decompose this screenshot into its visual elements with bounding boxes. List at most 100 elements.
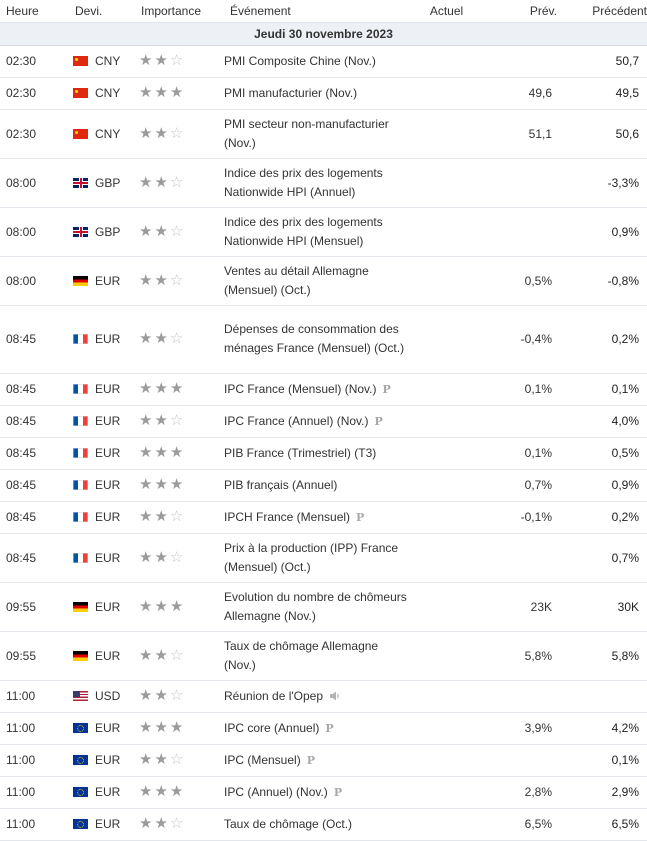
preliminary-icon[interactable]: P — [356, 510, 365, 524]
event-forecast: 51,1 — [471, 109, 557, 159]
event-name-cell[interactable]: IPC (Mensuel) P — [224, 744, 416, 777]
flag-eu-icon — [73, 787, 88, 797]
header-actuel[interactable]: Actuel — [416, 0, 471, 23]
table-row[interactable]: 08:45 EUR ★ ★ ★ PIB France (Trimestriel) (… — [0, 437, 647, 470]
event-name-cell[interactable]: Taux de chômage Allemagne (Nov.) — [224, 631, 416, 681]
star-filled-icon: ★ — [154, 548, 168, 566]
event-name[interactable]: Dépenses de consommation des ménages Fra… — [224, 322, 405, 355]
event-name-cell[interactable]: Taux de chômage (Oct.) — [224, 808, 416, 841]
event-name[interactable]: Evolution du nombre de chômeurs Allemagn… — [224, 589, 407, 623]
preliminary-icon[interactable]: P — [382, 382, 391, 396]
event-name[interactable]: PMI manufacturier (Nov.) — [224, 85, 358, 100]
event-previous: 0,2% — [557, 305, 647, 374]
event-name[interactable]: PIB France (Trimestriel) (T3) — [224, 445, 377, 460]
header-evenement[interactable]: Événement — [224, 0, 416, 23]
flag-gb-icon — [73, 226, 88, 237]
table-row[interactable]: 02:30 CNY ★ ★ ☆ PMI Composite Chine (Nov.)… — [0, 45, 647, 78]
event-name[interactable]: Réunion de l'Opep — [224, 688, 324, 703]
preliminary-icon[interactable]: P — [333, 785, 343, 799]
header-importance[interactable]: Importance — [135, 0, 224, 23]
event-name-cell[interactable]: IPC (Annuel) (Nov.) P — [224, 776, 416, 809]
event-name[interactable]: PIB français (Annuel) — [224, 477, 338, 492]
table-row[interactable]: 02:30 CNY ★ ★ ☆ PMI secteur non-manufactur… — [0, 109, 647, 159]
event-name-cell[interactable]: Prix à la production (IPP) France (Mensu… — [224, 533, 416, 583]
event-name-cell[interactable]: Ventes au détail Allemagne (Mensuel) (Oc… — [224, 256, 416, 306]
event-name-cell[interactable]: Dépenses de consommation des ménages Fra… — [224, 305, 416, 374]
table-row[interactable]: 11:00 EUR ★ ★ ★ IPC core (Annuel) P 3,9% 4,… — [0, 712, 647, 745]
event-name[interactable]: Prix à la production (IPP) France (Mensu… — [224, 540, 399, 574]
event-name[interactable]: PMI secteur non-manufacturier (Nov.) — [224, 116, 389, 150]
preliminary-icon[interactable]: P — [374, 414, 383, 428]
table-row[interactable]: 08:45 EUR ★ ★ ☆ IPCH France (Mensuel) P -0,… — [0, 501, 647, 534]
event-name[interactable]: IPC core (Annuel) — [224, 720, 320, 735]
preliminary-icon[interactable]: P — [325, 721, 334, 735]
event-name-cell[interactable]: IPCH France (Mensuel) P — [224, 501, 416, 534]
flag-fr-icon — [73, 448, 88, 458]
event-name-cell[interactable]: Indice des prix des logements Nationwide… — [224, 158, 416, 208]
event-name[interactable]: Indice des prix des logements Nationwide… — [224, 165, 383, 199]
star-empty-icon: ☆ — [169, 52, 184, 69]
header-prev[interactable]: Prév. — [471, 0, 557, 23]
event-name-cell[interactable]: IPC France (Mensuel) (Nov.) P — [224, 373, 416, 406]
table-row[interactable]: 11:00 EUR ★ ★ ☆ IPC (Mensuel) P 0,1% — [0, 744, 647, 777]
event-name-cell[interactable]: PMI Composite Chine (Nov.) — [224, 45, 416, 78]
event-name-cell[interactable]: PMI secteur non-manufacturier (Nov.) — [224, 109, 416, 159]
event-currency: EUR — [95, 599, 121, 614]
event-name-cell[interactable]: Réunion de l'Opep — [224, 680, 416, 713]
event-name-cell[interactable]: Evolution du nombre de chômeurs Allemagn… — [224, 582, 416, 632]
event-name-cell[interactable]: PIB France (Trimestriel) (T3) — [224, 437, 416, 470]
star-filled-icon: ★ — [154, 751, 168, 768]
event-currency-cell: EUR — [69, 631, 135, 681]
event-name[interactable]: Ventes au détail Allemagne (Mensuel) (Oc… — [224, 263, 369, 297]
event-importance: ★ ★ ★ — [135, 582, 224, 632]
flag-gb-icon — [73, 177, 88, 188]
table-row[interactable]: 02:30 CNY ★ ★ ★ PMI manufacturier (Nov.) 4… — [0, 77, 647, 110]
event-previous: 2,9% — [557, 776, 647, 809]
flag-fr-icon — [73, 512, 88, 522]
header-heure[interactable]: Heure — [0, 0, 69, 23]
table-row[interactable]: 08:45 EUR ★ ★ ★ PIB français (Annuel) 0,7%… — [0, 469, 647, 502]
table-row[interactable]: 08:45 EUR ★ ★ ☆ Prix à la production (IPP)… — [0, 533, 647, 583]
table-row[interactable]: 08:45 EUR ★ ★ ☆ IPC France (Annuel) (Nov.)… — [0, 405, 647, 438]
event-name-cell[interactable]: Indice des prix des logements Nationwide… — [224, 207, 416, 257]
table-row[interactable]: 08:45 EUR ★ ★ ★ IPC France (Mensuel) (Nov.… — [0, 373, 647, 406]
table-row[interactable]: 09:55 EUR ★ ★ ☆ Taux de chômage Allemagne … — [0, 631, 647, 681]
event-currency: EUR — [95, 550, 121, 565]
event-name[interactable]: IPC France (Mensuel) (Nov.) — [224, 381, 377, 396]
table-row[interactable]: 11:00 EUR ★ ★ ☆ Taux de chômage (Oct.) 6,5… — [0, 808, 647, 841]
star-filled-icon: ★ — [139, 84, 153, 101]
table-row[interactable]: 08:00 GBP ★ ★ ☆ Indice des prix des logeme… — [0, 158, 647, 208]
event-name[interactable]: Taux de chômage Allemagne (Nov.) — [224, 638, 379, 672]
event-name[interactable]: Taux de chômage (Oct.) — [224, 816, 353, 831]
event-name-cell[interactable]: IPC core (Annuel) P — [224, 712, 416, 745]
event-name[interactable]: IPC (Annuel) (Nov.) — [224, 784, 328, 799]
event-time: 11:00 — [0, 712, 69, 745]
header-devise[interactable]: Devi. — [69, 0, 135, 23]
event-name[interactable]: IPC (Mensuel) — [224, 752, 301, 767]
event-importance: ★ ★ ☆ — [135, 533, 224, 583]
star-filled-icon: ★ — [154, 84, 168, 101]
event-name[interactable]: IPCH France (Mensuel) — [224, 509, 351, 524]
table-row[interactable]: 11:00 EUR ★ ★ ★ IPC (Annuel) (Nov.) P 2,8% … — [0, 776, 647, 809]
event-name-cell[interactable]: IPC France (Annuel) (Nov.) P — [224, 405, 416, 438]
event-currency-cell: EUR — [69, 501, 135, 534]
event-currency: EUR — [95, 478, 121, 492]
table-row[interactable]: 08:00 GBP ★ ★ ☆ Indice des prix des logeme… — [0, 207, 647, 257]
table-row[interactable]: 11:00 USD ★ ★ ☆ Réunion de l'Opep — [0, 680, 647, 713]
event-currency: CNY — [95, 54, 121, 68]
preliminary-icon[interactable]: P — [306, 753, 315, 767]
table-row[interactable]: 08:45 EUR ★ ★ ☆ Dépenses de consommation d… — [0, 305, 647, 374]
event-time: 08:45 — [0, 373, 69, 406]
event-previous: -0,8% — [557, 256, 647, 306]
event-name[interactable]: Indice des prix des logements Nationwide… — [224, 214, 383, 248]
event-name[interactable]: IPC France (Annuel) (Nov.) — [224, 413, 369, 428]
event-time: 08:00 — [0, 256, 69, 306]
header-precedent[interactable]: Précédent — [557, 0, 647, 23]
speaker-icon[interactable] — [329, 691, 341, 701]
table-row[interactable]: 08:00 EUR ★ ★ ☆ Ventes au détail Allemagne… — [0, 256, 647, 306]
event-name[interactable]: PMI Composite Chine (Nov.) — [224, 53, 376, 68]
table-row[interactable]: 09:55 EUR ★ ★ ★ Evolution du nombre de chô… — [0, 582, 647, 632]
event-actual — [416, 582, 471, 632]
event-name-cell[interactable]: PIB français (Annuel) — [224, 469, 416, 502]
event-name-cell[interactable]: PMI manufacturier (Nov.) — [224, 77, 416, 110]
